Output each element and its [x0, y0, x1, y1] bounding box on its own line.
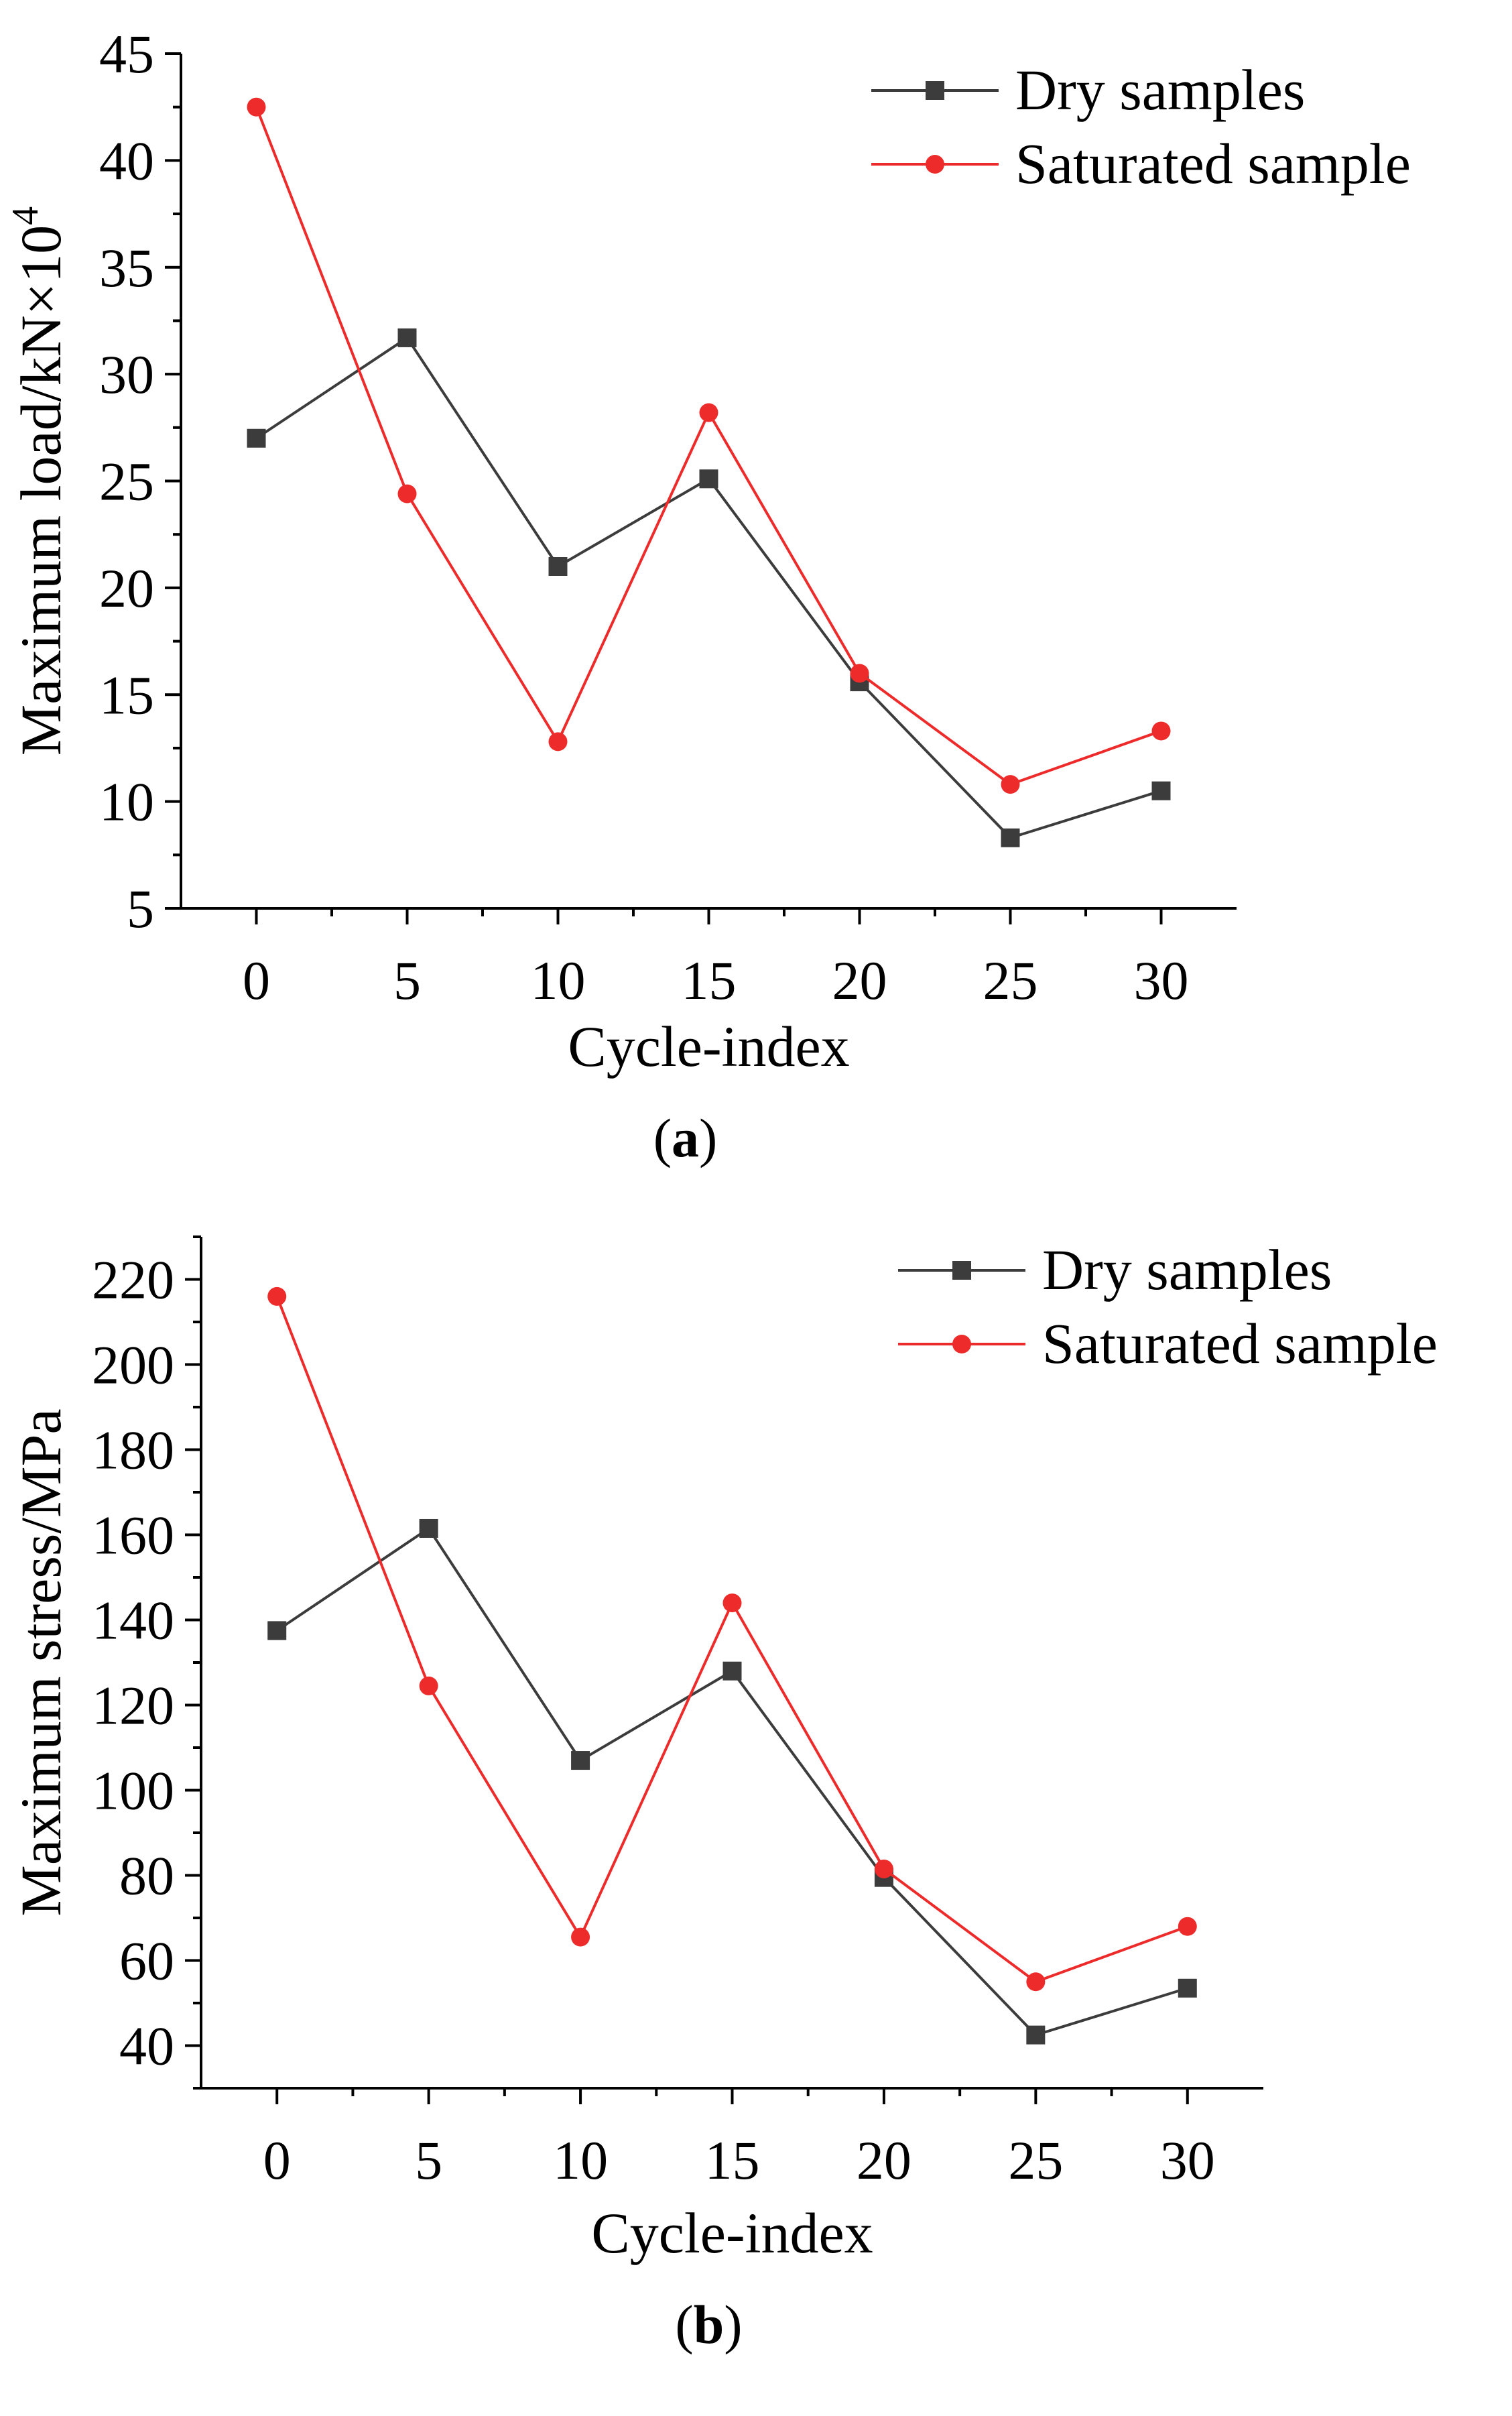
y-axis-title: Maximum stress/MPa	[9, 1408, 73, 1916]
y-tick-label: 15	[99, 664, 154, 725]
legend-marker-square	[952, 1261, 971, 1280]
y-tick-label: 5	[127, 878, 154, 939]
caption-close-paren: )	[724, 2294, 742, 2355]
data-point-dry	[397, 328, 417, 347]
x-tick-label: 25	[1008, 2130, 1063, 2191]
figure-caption: (b)	[675, 2294, 742, 2355]
y-axis-title-superscript: 4	[5, 206, 46, 225]
data-point-saturated	[1001, 775, 1020, 794]
data-point-dry	[419, 1518, 438, 1538]
x-axis-title: Cycle-index	[568, 1014, 849, 1079]
data-point-saturated	[397, 484, 417, 503]
y-axis-title: Maximum load/kN×104	[5, 206, 73, 756]
data-point-dry	[722, 1661, 742, 1681]
caption-open-paren: (	[653, 1107, 672, 1168]
chart-a: 5 10 15 20 25 30 35 40 45 0 5 10 15 20 25 30 Cycle-index…	[5, 23, 1411, 1168]
y-tick-label: 25	[99, 451, 154, 512]
y-tick-label: 45	[99, 23, 154, 84]
x-tick-label: 20	[857, 2130, 911, 2191]
y-tick-label: 20	[99, 558, 154, 619]
y-tick-label: 100	[92, 1760, 174, 1821]
data-point-saturated	[1026, 1972, 1046, 1992]
data-point-dry	[1001, 828, 1020, 847]
y-tick-label: 40	[99, 130, 154, 191]
y-tick-label: 35	[99, 237, 154, 298]
data-point-saturated	[571, 1927, 590, 1947]
y-tick-label: 220	[92, 1250, 174, 1311]
data-point-saturated	[419, 1676, 438, 1695]
legend-label: Dry samples	[1015, 58, 1305, 122]
legend-marker-circle	[952, 1335, 971, 1353]
caption-letter: b	[694, 2294, 724, 2355]
data-point-saturated	[699, 403, 718, 422]
x-tick-label: 5	[393, 950, 421, 1011]
caption-open-paren: (	[675, 2294, 693, 2355]
legend-marker-square	[926, 81, 944, 100]
x-tick-label: 15	[705, 2130, 760, 2191]
data-point-saturated	[722, 1593, 742, 1613]
x-tick-label: 0	[243, 950, 270, 1011]
data-point-dry	[699, 469, 718, 489]
y-tick-label: 60	[119, 1931, 174, 1992]
x-tick-label: 30	[1160, 2130, 1215, 2191]
data-point-dry	[571, 1751, 590, 1770]
y-tick-label: 40	[119, 2016, 174, 2077]
x-tick-label: 10	[553, 2130, 608, 2191]
x-tick-label: 15	[682, 950, 737, 1011]
data-point-dry	[267, 1621, 287, 1640]
x-tick-label: 30	[1134, 950, 1189, 1011]
legend-label: Saturated sample	[1015, 131, 1411, 196]
data-point-saturated	[247, 97, 266, 117]
data-point-saturated	[548, 732, 568, 751]
y-tick-label: 30	[99, 344, 154, 405]
y-tick-label: 120	[92, 1675, 174, 1736]
legend-marker-circle	[926, 155, 944, 174]
x-tick-label: 0	[263, 2130, 291, 2191]
x-tick-label: 10	[531, 950, 586, 1011]
legend-label: Saturated sample	[1042, 1311, 1438, 1376]
data-point-saturated	[1178, 1917, 1197, 1936]
y-tick-label: 10	[99, 772, 154, 833]
x-tick-label: 5	[415, 2130, 442, 2191]
data-point-saturated	[267, 1286, 287, 1306]
x-tick-label: 20	[832, 950, 887, 1011]
y-tick-label: 160	[92, 1505, 174, 1566]
series-line-saturated-sample	[255, 106, 1162, 786]
figure-caption: (a)	[653, 1107, 718, 1168]
caption-letter: a	[672, 1107, 699, 1168]
data-point-dry	[1151, 781, 1171, 800]
caption-close-paren: )	[699, 1107, 717, 1168]
data-point-dry	[1026, 2025, 1046, 2045]
data-point-saturated	[850, 664, 869, 683]
y-tick-label: 80	[119, 1846, 174, 1907]
y-tick-label: 180	[92, 1420, 174, 1481]
data-point-dry	[548, 557, 568, 576]
y-tick-label: 140	[92, 1590, 174, 1651]
data-point-dry	[247, 428, 266, 448]
series-line-saturated-sample	[275, 1296, 1188, 1984]
data-point-saturated	[874, 1859, 893, 1878]
y-tick-label: 200	[92, 1335, 174, 1396]
chart-b: 40 60 80 100 120 140 160 180 200 220 0 5 10 15 20 25 30 C…	[9, 1235, 1438, 2355]
data-point-saturated	[1151, 721, 1171, 741]
x-tick-label: 25	[983, 950, 1038, 1011]
data-point-dry	[1178, 1978, 1197, 1998]
legend-label: Dry samples	[1042, 1237, 1332, 1302]
x-axis-title: Cycle-index	[591, 2201, 873, 2265]
